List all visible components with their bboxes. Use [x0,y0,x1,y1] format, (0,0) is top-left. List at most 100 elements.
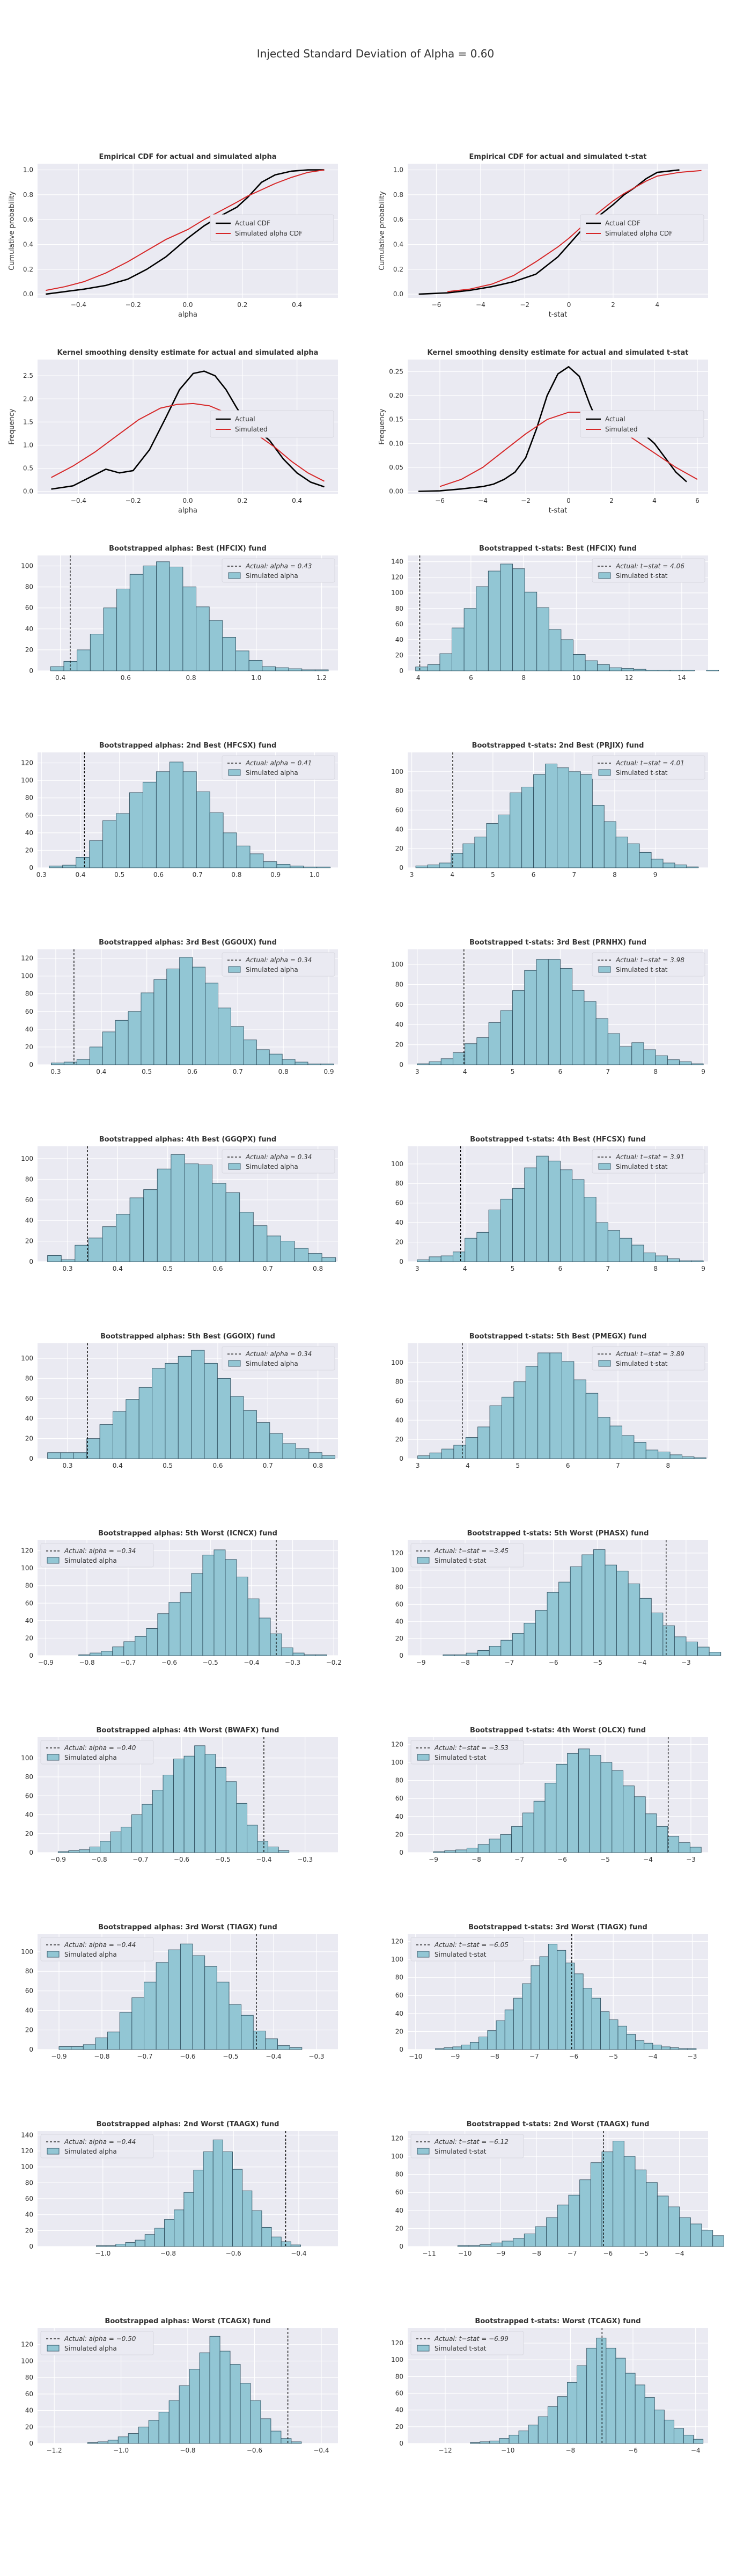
legend-box [222,1346,335,1371]
legend-box [222,952,335,977]
y-tick-label: 60 [25,1987,33,1995]
histogram-bar [645,1813,657,1853]
chart-title: Bootstrapped alphas: 2nd Best (HFCSX) fu… [99,742,277,750]
histogram-bar [500,1198,513,1262]
histogram-bar [691,1063,704,1065]
legend-box [40,1543,154,1568]
histogram-bar [271,2236,282,2247]
histogram-bar [455,1849,467,1853]
x-tick-label: 0.6 [212,1265,223,1272]
y-tick-label: 0.0 [393,290,403,298]
y-tick-label: 100 [21,972,33,980]
histogram-bar [163,1775,174,1853]
legend-box [222,755,335,780]
y-tick-label: 20 [25,2227,33,2234]
histogram-bar [522,1812,534,1853]
histogram-bar [173,1759,185,1853]
histogram-bar [521,787,534,868]
histogram-bar [621,668,634,671]
x-tick-label: −0.2 [126,301,141,309]
histogram-bar [169,567,183,671]
y-tick-label: 0 [399,1455,403,1462]
x-tick-label: 8 [666,1462,671,1469]
y-tick-label: 120 [391,1937,403,1945]
x-tick-label: −4 [637,1659,647,1666]
histogram-bar [47,1255,62,1262]
y-tick-label: 0.15 [389,416,403,423]
histogram-bar [584,1197,597,1262]
histogram-bar [603,821,616,868]
histogram-bar [609,667,622,671]
y-tick-label: 60 [25,2390,33,2398]
histogram-bar [469,2042,480,2050]
y-tick-label: 60 [25,1395,33,1402]
histogram-bar [215,1767,226,1853]
histogram-bar [682,670,695,671]
histogram-bar [164,2219,175,2247]
legend-entry: Actual: alpha = 0.34 [245,1350,312,1358]
histogram-bar [528,2425,539,2444]
histogram-bar [522,1983,532,2050]
y-tick-label: 0.0 [23,290,33,298]
subplot-2: −6 −4 −2 0 2 4 0.0 0.2 0.4 0.6 0.8 1.0 Empirical CDF… [378,153,708,319]
x-tick-label: 5 [511,1068,515,1075]
legend-entry: Simulated [235,426,268,433]
histogram-bar [415,865,428,868]
legend-swatch [228,572,241,579]
legend-entry: Simulated alpha [246,1360,298,1367]
legend-swatch [47,1951,60,1958]
x-tick-label: 4 [416,674,421,682]
x-tick-label: 0.5 [163,1462,173,1469]
histogram-bar [178,1356,192,1459]
x-tick-label: −2 [521,497,531,504]
histogram-bar [277,2045,290,2050]
histogram-bar [225,1781,237,1853]
x-tick-label: −0.4 [244,1659,259,1666]
histogram-bar [488,570,501,671]
legend-entry: Actual: t−stat = −3.45 [434,1547,509,1555]
y-tick-label: 100 [21,562,33,570]
histogram-bar [667,1258,680,1262]
series-line-2 [51,402,325,482]
y-tick-label: 0 [399,864,403,872]
legend-entry: Simulated t-stat [616,769,668,777]
subplot-12: 3 4 5 6 7 8 9 0 20 40 60 80 100 Bootstrapped t-stats:… [391,1136,708,1272]
x-tick-label: 0.6 [212,1462,223,1469]
histogram-bar [524,1623,536,1656]
histogram-bar [643,1049,656,1065]
legend-entry: Simulated alpha [64,1557,117,1564]
y-tick-label: 100 [391,589,403,597]
histogram-bar [315,1654,327,1656]
chart-title: Bootstrapped alphas: 4th Best (GGQPX) fu… [99,1136,276,1144]
histogram-bar [243,1410,257,1459]
histogram-bar [417,1455,430,1459]
histogram-bar [308,1253,322,1262]
histogram-bar [253,1225,268,1262]
x-tick-label: 0.8 [278,1068,289,1075]
histogram-bar [232,2169,243,2247]
y-tick-label: 1.5 [23,418,33,426]
y-tick-label: 0.25 [389,368,403,375]
subplot-18: −9 −8 −7 −6 −5 −4 −3 0 20 40 60 80 100 120 Bootstrappe… [391,1726,708,1863]
legend-box [210,410,334,438]
y-tick-label: 80 [395,980,403,988]
histogram-bar [230,2364,241,2444]
y-tick-label: 0 [29,2243,33,2250]
histogram-bar [156,771,170,868]
histogram-bar [204,1754,216,1853]
x-tick-label: −0.2 [126,497,141,504]
histogram-bar [557,2396,568,2444]
histogram-bar [510,792,522,868]
x-tick-label: −4 [691,2447,701,2454]
histogram-bar [152,1368,166,1459]
histogram-bar [498,815,511,868]
y-tick-label: 40 [395,636,403,643]
y-tick-label: 0 [29,1258,33,1265]
x-tick-label: 0.7 [263,1462,273,1469]
histogram-bar [709,1652,721,1656]
histogram-bar [470,2442,481,2444]
histogram-bar [78,1654,91,1656]
histogram-bar [99,1424,113,1459]
x-tick-label: 0.6 [121,674,131,682]
x-tick-label: 3 [415,1068,419,1075]
